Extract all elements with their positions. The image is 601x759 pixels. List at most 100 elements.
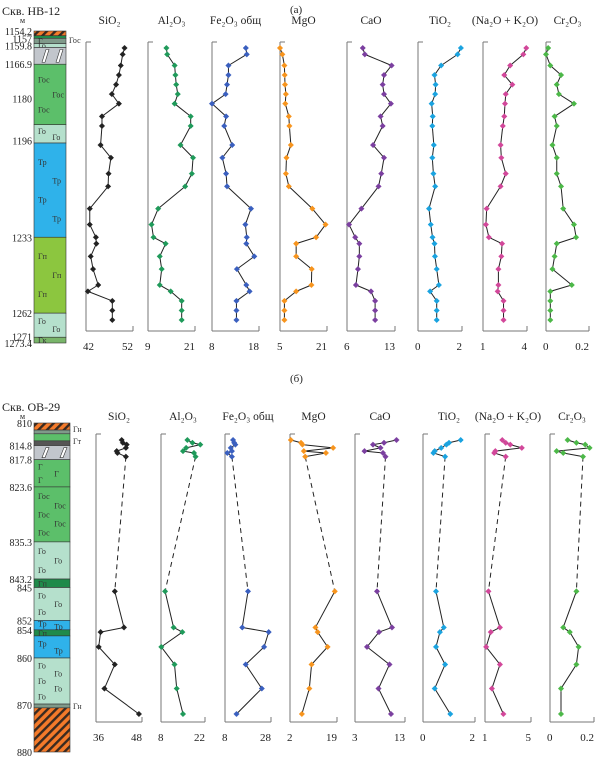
- series-segment: [174, 103, 192, 117]
- data-point: [162, 588, 169, 595]
- series-segment: [355, 284, 372, 292]
- data-point: [518, 444, 525, 451]
- data-point: [356, 253, 363, 260]
- lithology-label: Гос: [54, 520, 66, 529]
- series-segment: [98, 646, 116, 665]
- depth-label: 845: [17, 584, 32, 595]
- data-point: [379, 81, 386, 88]
- data-point: [120, 624, 128, 631]
- data-point: [482, 221, 490, 228]
- data-point: [393, 436, 400, 444]
- tick-label: 9: [145, 341, 151, 353]
- depth-label: 835.3: [10, 538, 33, 549]
- series-title: Cr₂O₃: [554, 15, 582, 27]
- lithology-label: Го: [38, 592, 46, 601]
- data-point: [314, 628, 321, 636]
- data-point: [155, 205, 162, 212]
- data-point: [276, 44, 284, 52]
- data-point: [373, 588, 381, 595]
- data-point: [95, 281, 102, 289]
- data-point: [243, 51, 250, 58]
- lithology-layer: [33, 459, 71, 488]
- data-point: [97, 628, 104, 636]
- series-segment: [236, 688, 263, 715]
- data-point: [229, 141, 236, 149]
- data-point: [242, 221, 249, 228]
- series-segment: [236, 290, 250, 302]
- series-segment: [236, 268, 247, 286]
- data-point: [189, 154, 197, 161]
- series-segment: [311, 646, 328, 665]
- tick-label: 21: [316, 341, 327, 353]
- data-point: [281, 71, 288, 79]
- lithology-label: Гп: [52, 271, 62, 280]
- data-point: [242, 44, 249, 52]
- data-point: [560, 205, 567, 212]
- series-segment: [434, 688, 451, 715]
- data-point: [233, 266, 240, 273]
- depth-label: 817.8: [10, 456, 33, 467]
- data-point: [553, 170, 560, 177]
- data-point: [557, 685, 565, 692]
- series-segment: [314, 591, 336, 628]
- data-point: [483, 205, 490, 212]
- data-point: [282, 91, 289, 98]
- data-point: [549, 266, 556, 273]
- data-point: [379, 122, 386, 130]
- series-segment: [89, 186, 109, 209]
- series-segment: [228, 53, 248, 66]
- data-point: [107, 154, 114, 161]
- series-segment: [551, 125, 558, 146]
- series-segment: [550, 284, 572, 292]
- series-segment: [317, 631, 329, 648]
- data-point: [286, 122, 293, 130]
- series-segment: [245, 243, 255, 257]
- lithology-label: Го: [38, 692, 46, 701]
- data-point: [306, 685, 313, 692]
- data-point: [387, 710, 395, 718]
- series-tio2: TiO₂ 0 2: [415, 15, 464, 353]
- depth-label: 860: [17, 654, 32, 665]
- tick-label: 2: [457, 341, 463, 353]
- data-point: [553, 154, 560, 161]
- data-point: [171, 62, 178, 69]
- data-point: [86, 221, 93, 228]
- tick-label: 22: [194, 732, 205, 744]
- data-point: [148, 221, 155, 228]
- series-sio2: SiO₂ 36 48: [93, 411, 143, 744]
- data-point: [243, 234, 250, 241]
- series-segment: [302, 444, 334, 449]
- data-point: [502, 170, 509, 177]
- data-point: [440, 624, 447, 631]
- data-point: [487, 628, 494, 636]
- series-segment: [428, 186, 436, 209]
- data-point: [483, 643, 490, 650]
- data-point: [243, 281, 250, 289]
- data-point: [309, 205, 316, 212]
- data-point: [156, 253, 163, 260]
- data-point: [223, 170, 230, 177]
- data-point: [281, 316, 288, 324]
- data-point: [283, 154, 290, 161]
- series-segment: [305, 452, 327, 458]
- lithology-label: Тр: [38, 196, 47, 205]
- tick-label: 0.2: [580, 732, 594, 744]
- panel-b-label: (б): [290, 373, 303, 385]
- lithology-label: Тр: [38, 158, 47, 167]
- data-point: [557, 183, 565, 190]
- data-point: [502, 453, 509, 460]
- data-point: [579, 453, 587, 460]
- data-point: [222, 91, 229, 98]
- data-point: [498, 154, 505, 161]
- series-segment: [101, 103, 120, 117]
- tick-label: 2: [287, 732, 293, 744]
- series-segment: [100, 125, 103, 146]
- series-segment: [311, 208, 326, 225]
- data-point: [496, 624, 504, 631]
- lithology-label: Тр: [54, 623, 63, 632]
- data-point: [560, 624, 567, 631]
- series-segment: [348, 208, 362, 225]
- lithology-label: Гп: [38, 629, 48, 638]
- series-title: MgO: [291, 15, 315, 27]
